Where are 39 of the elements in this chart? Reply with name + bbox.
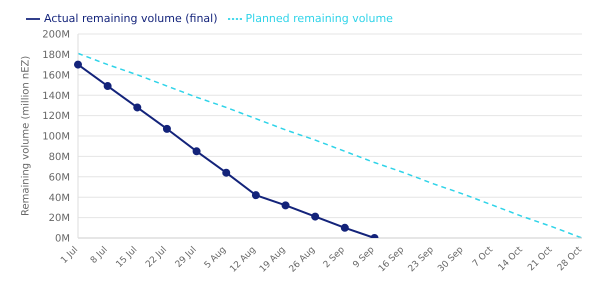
y-tick-label: 100M [42,132,70,143]
point [74,60,82,69]
x-tick-label: 9 Sep [351,244,377,270]
point [133,103,142,112]
x-tick-label: 7 Oct [471,244,496,270]
point [104,82,112,90]
y-tick-label: 160M [42,70,70,82]
x-tick-label: 2 Sep [322,244,348,270]
x-tick-label: 8 Jul [88,245,110,266]
y-tick-label: 120M [42,111,70,122]
y-tick-label: 180M [42,50,70,61]
y-tick-label: 80M [48,152,70,163]
line-series [77,52,583,238]
point [311,212,320,221]
y-tick-label: 200M [42,30,70,41]
x-tick-label: 16 Sep [377,244,406,274]
y-tick-label: 20M [48,213,70,224]
x-tick-label: 28 Oct [556,244,584,274]
point [162,124,171,133]
x-tick-label: 21 Oct [526,244,555,274]
x-tick-label: 29 Jul [174,245,199,270]
point [192,147,201,156]
y-tick-label: 0M [55,234,70,245]
legend-label: Actual remaining volume (final) [44,12,218,26]
point [282,201,290,210]
y-tick-label: 60M [48,172,70,184]
x-tick-label: 1 Jul [59,245,80,266]
x-tick-label: 23 Sep [406,244,436,274]
legend-label: Planned remaining volume [246,12,393,26]
point [222,168,230,177]
y-axis-title: Remaining volume (million nEZ) [20,56,32,216]
point [252,191,260,200]
x-tick-label: 22 Jul [144,245,170,270]
point [340,224,349,232]
x-tick-label: 14 Oct [496,244,526,274]
x-tick-label: 15 Jul [114,245,140,270]
x-tick-label: 30 Sep [436,244,466,274]
y-tick-label: 140M [42,90,70,102]
y-tick-label: 40M [48,192,70,204]
